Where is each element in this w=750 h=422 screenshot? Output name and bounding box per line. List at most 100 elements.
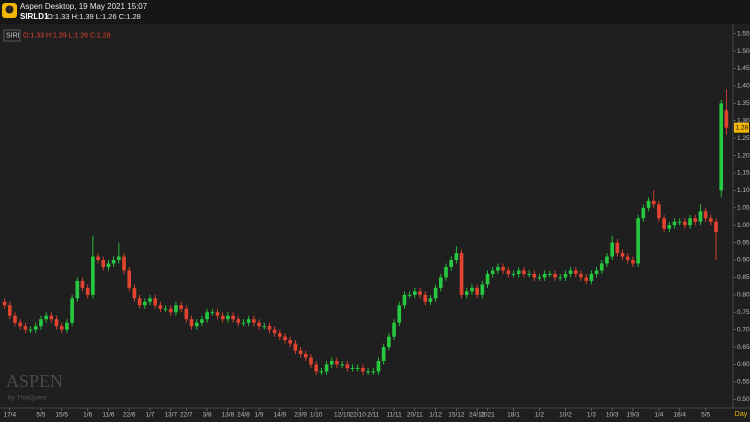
candle-body [646, 200, 651, 208]
candle-body [174, 305, 178, 313]
last-price-label: 1.28 [736, 124, 749, 131]
candle-body [599, 263, 604, 271]
candle-body [703, 211, 708, 219]
candle-body [158, 305, 163, 309]
candle-body [371, 371, 376, 373]
candle-body [688, 218, 692, 226]
candle-body [96, 256, 100, 261]
legend-ohlc: O:1.33 H:1.39 L:1.26 C:1.28 [23, 32, 111, 39]
y-tick-label: 1.40 [737, 83, 750, 90]
app-icon-mark [5, 5, 14, 14]
legend-symbol: SIRI [6, 32, 20, 39]
x-tick-label: 11/6 [102, 412, 115, 419]
candle-body [184, 308, 189, 320]
candle-body [345, 364, 350, 368]
candle-body [231, 315, 235, 320]
candle-body [309, 357, 313, 365]
candle-body [698, 211, 703, 222]
candle-body [620, 253, 625, 257]
candle-body [293, 343, 298, 351]
candle-body [641, 207, 646, 219]
candle-body [542, 273, 547, 278]
candle-body [54, 319, 59, 327]
candle-body [298, 350, 303, 355]
candle-body [490, 270, 495, 274]
candle-body [402, 294, 407, 306]
x-tick-label: 1/3 [587, 412, 596, 419]
x-tick-label: 20/11 [407, 412, 423, 419]
candle-body [194, 322, 199, 327]
candle-body [548, 273, 552, 275]
candle-body [527, 273, 531, 275]
watermark-brand: ASPEN [6, 371, 63, 391]
x-tick-label: 23/9 [294, 412, 307, 419]
candle-body [148, 298, 152, 302]
candle-body [496, 266, 500, 271]
x-tick-label: 18/1 [507, 412, 520, 419]
y-tick-label: 1.10 [737, 187, 750, 194]
candle-body [252, 319, 256, 323]
candle-body [693, 218, 698, 222]
candle-body [324, 364, 329, 372]
candle-body [418, 291, 422, 295]
candle-body [438, 277, 443, 288]
candle-body [319, 371, 324, 373]
candle-body [428, 298, 433, 302]
y-tick-label: 0.50 [737, 396, 750, 403]
candle-body [288, 340, 293, 344]
candle-body [215, 312, 220, 316]
candle-body [506, 270, 511, 274]
x-tick-label: 13/7 [164, 412, 177, 419]
y-tick-label: 1.50 [737, 48, 750, 55]
candle-body [459, 253, 464, 295]
y-tick-label: 0.85 [737, 274, 750, 281]
candle-body [246, 319, 251, 323]
candle-body [106, 263, 111, 267]
candle-body [516, 270, 521, 274]
candle-body [189, 319, 194, 327]
x-tick-label: 1/7 [145, 412, 154, 419]
candle-body [724, 110, 729, 128]
candle-body [241, 322, 246, 324]
candle-body [444, 266, 448, 278]
x-tick-label: 5/5 [36, 412, 45, 419]
candle-body [662, 218, 666, 229]
candle-body [80, 280, 85, 288]
candle-body [153, 298, 158, 306]
y-tick-label: 1.00 [737, 222, 750, 229]
candle-body [376, 360, 381, 372]
candle-body [220, 315, 225, 320]
candle-body [59, 326, 64, 330]
candle-body [397, 305, 402, 323]
legend-box [3, 29, 21, 42]
x-tick-label: 17/4 [3, 412, 16, 419]
candle-body [179, 305, 183, 309]
candle-body [200, 319, 204, 323]
x-tick-label: 1/9 [255, 412, 264, 419]
y-tick-label: 1.05 [737, 205, 750, 212]
candle-body [677, 221, 682, 223]
candle-body [127, 270, 132, 288]
x-tick-label: 15/5 [55, 412, 68, 419]
candle-body [553, 273, 557, 278]
candle-body [464, 291, 469, 295]
candle-body [636, 218, 640, 264]
y-tick-label: 0.80 [737, 292, 750, 299]
candle-body [667, 225, 672, 229]
y-tick-label: 0.70 [737, 326, 750, 333]
x-tick-label: 12/10 [334, 412, 351, 419]
header-ohlc: O:1.33 H:1.39 L:1.26 C:1.28 [47, 12, 141, 21]
y-tick-label: 1.25 [737, 135, 750, 142]
candle-body [625, 256, 630, 261]
period-label: Day [735, 411, 748, 418]
symbol: SIRLD1 [20, 12, 49, 21]
y-tick-label: 1.45 [737, 65, 750, 72]
candle-body [18, 322, 22, 327]
candle-body [651, 200, 656, 205]
candle-body [210, 312, 215, 314]
candle-body [594, 270, 599, 274]
x-tick-label: 1/10 [310, 412, 323, 419]
y-tick-label: 1.30 [737, 117, 750, 124]
